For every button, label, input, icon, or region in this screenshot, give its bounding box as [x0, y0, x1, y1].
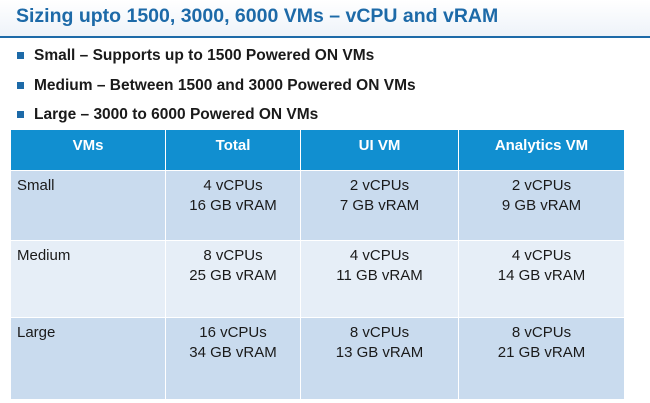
square-bullet-icon: [17, 52, 24, 59]
table-row-small: Small 4 vCPUs 16 GB vRAM 2 vCPUs 7 GB vR…: [10, 170, 625, 241]
cell-vram: 13 GB vRAM: [335, 344, 424, 361]
square-bullet-icon: [17, 81, 24, 89]
cell-total: 8 vCPUs 25 GB vRAM: [165, 240, 301, 318]
bullet-item-large: Large – 3000 to 6000 Powered ON VMs: [16, 105, 416, 135]
cell-vram: 34 GB vRAM: [189, 344, 277, 361]
cell-vram: 9 GB vRAM: [501, 197, 582, 214]
cell-vram: 16 GB vRAM: [189, 197, 277, 214]
bullet-text: Small – Supports up to 1500 Powered ON V…: [34, 47, 375, 64]
cell-vcpu: 8 vCPUs: [511, 324, 572, 341]
cell-vcpu: 2 vCPUs: [511, 177, 572, 194]
cell-total: 16 vCPUs 34 GB vRAM: [165, 317, 301, 400]
bullet-text: Medium – Between 1500 and 3000 Powered O…: [34, 76, 416, 94]
cell-vram: 14 GB vRAM: [497, 267, 586, 284]
bullet-item-small: Small – Supports up to 1500 Powered ON V…: [16, 46, 416, 76]
cell-ui-vm: 4 vCPUs 11 GB vRAM: [300, 240, 459, 318]
header-vms: VMs: [10, 129, 166, 171]
cell-vcpu: 8 vCPUs: [349, 324, 410, 341]
title-bar: Sizing upto 1500, 3000, 6000 VMs – vCPU …: [0, 0, 650, 36]
bullet-list: Small – Supports up to 1500 Powered ON V…: [16, 46, 416, 135]
cell-vram: 7 GB vRAM: [339, 197, 420, 214]
cell-vram: 21 GB vRAM: [497, 344, 586, 361]
slide-title: Sizing upto 1500, 3000, 6000 VMs – vCPU …: [16, 5, 499, 27]
cell-vcpu: 16 vCPUs: [199, 324, 267, 341]
cell-vram: 11 GB vRAM: [336, 267, 423, 284]
bullet-text: Large – 3000 to 6000 Powered ON VMs: [34, 106, 319, 123]
square-bullet-icon: [17, 111, 24, 118]
cell-vcpu: 4 vCPUs: [511, 247, 572, 264]
cell-size-name: Large: [10, 317, 166, 400]
cell-analytics-vm: 4 vCPUs 14 GB vRAM: [458, 240, 625, 318]
cell-size-name: Small: [10, 170, 166, 241]
sizing-table: VMs Total UI VM Analytics VM Small 4 vCP…: [10, 129, 625, 400]
title-divider: [0, 36, 650, 38]
table-row-medium: Medium 8 vCPUs 25 GB vRAM 4 vCPUs 11 GB …: [10, 240, 625, 318]
header-ui-vm: UI VM: [300, 129, 459, 171]
cell-vcpu: 8 vCPUs: [203, 247, 263, 264]
cell-vram: 25 GB vRAM: [189, 267, 277, 284]
cell-ui-vm: 2 vCPUs 7 GB vRAM: [300, 170, 459, 241]
cell-vcpu: 2 vCPUs: [349, 177, 410, 194]
cell-ui-vm: 8 vCPUs 13 GB vRAM: [300, 317, 459, 400]
cell-analytics-vm: 2 vCPUs 9 GB vRAM: [458, 170, 625, 241]
table-row-large: Large 16 vCPUs 34 GB vRAM 8 vCPUs 13 GB …: [10, 317, 625, 400]
bullet-item-medium: Medium – Between 1500 and 3000 Powered O…: [16, 76, 416, 106]
cell-total: 4 vCPUs 16 GB vRAM: [165, 170, 301, 241]
cell-size-name: Medium: [10, 240, 166, 318]
header-analytics-vm: Analytics VM: [458, 129, 625, 171]
cell-analytics-vm: 8 vCPUs 21 GB vRAM: [458, 317, 625, 400]
cell-vcpu: 4 vCPUs: [349, 247, 410, 264]
table-header-row: VMs Total UI VM Analytics VM: [10, 129, 625, 171]
cell-vcpu: 4 vCPUs: [203, 177, 263, 194]
header-total: Total: [165, 129, 301, 171]
